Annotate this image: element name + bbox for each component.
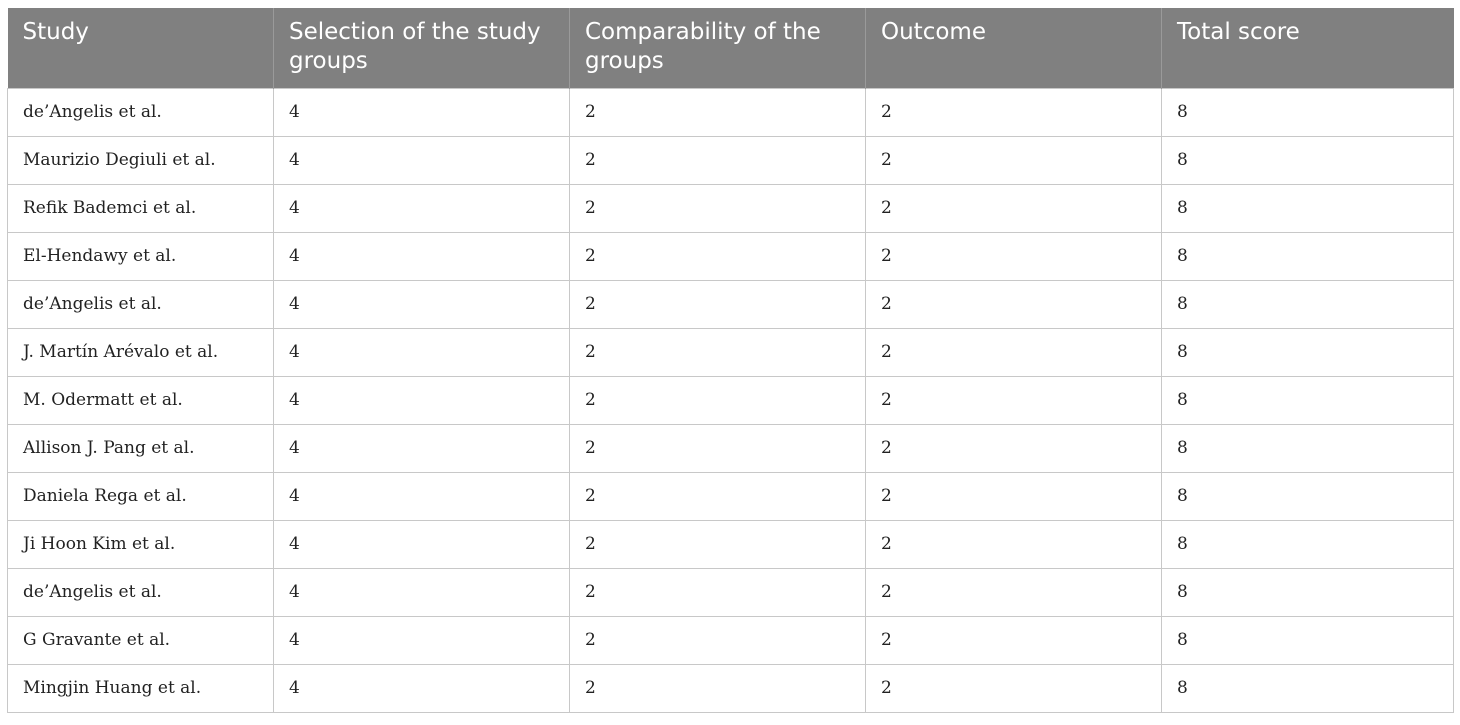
cell-comparability: 2	[569, 663, 866, 713]
cell-comparability: 2	[569, 423, 866, 473]
cell-outcome: 2	[865, 231, 1162, 281]
cell-selection: 4	[273, 231, 570, 281]
cell-total-score: 8	[1161, 471, 1454, 521]
cell-study: Refik Bademci et al.	[7, 183, 274, 233]
cell-comparability: 2	[569, 519, 866, 569]
cell-comparability: 2	[569, 471, 866, 521]
cell-study: M. Odermatt et al.	[7, 375, 274, 425]
cell-study: de’Angelis et al.	[7, 87, 274, 137]
table-row: Ji Hoon Kim et al. 4 2 2 8	[7, 519, 1454, 569]
table-row: G Gravante et al. 4 2 2 8	[7, 615, 1454, 665]
cell-study: de’Angelis et al.	[7, 279, 274, 329]
cell-comparability: 2	[569, 327, 866, 377]
cell-selection: 4	[273, 663, 570, 713]
cell-total-score: 8	[1161, 87, 1454, 137]
cell-outcome: 2	[865, 327, 1162, 377]
column-header-study: Study	[7, 8, 274, 88]
cell-outcome: 2	[865, 423, 1162, 473]
cell-comparability: 2	[569, 615, 866, 665]
cell-comparability: 2	[569, 375, 866, 425]
cell-study: El-Hendawy et al.	[7, 231, 274, 281]
cell-selection: 4	[273, 135, 570, 185]
cell-study: de’Angelis et al.	[7, 567, 274, 617]
cell-selection: 4	[273, 567, 570, 617]
cell-study: Daniela Rega et al.	[7, 471, 274, 521]
column-header-total-score: Total score	[1161, 8, 1454, 88]
cell-total-score: 8	[1161, 663, 1454, 713]
cell-total-score: 8	[1161, 567, 1454, 617]
cell-total-score: 8	[1161, 615, 1454, 665]
cell-study: Maurizio Degiuli et al.	[7, 135, 274, 185]
table-row: Refik Bademci et al. 4 2 2 8	[7, 183, 1454, 233]
table-row: de’Angelis et al. 4 2 2 8	[7, 567, 1454, 617]
table-header: Study Selection of the study groups Comp…	[7, 8, 1454, 88]
study-quality-table: Study Selection of the study groups Comp…	[7, 8, 1454, 713]
cell-comparability: 2	[569, 567, 866, 617]
table-row: Allison J. Pang et al. 4 2 2 8	[7, 423, 1454, 473]
cell-total-score: 8	[1161, 423, 1454, 473]
cell-total-score: 8	[1161, 279, 1454, 329]
cell-selection: 4	[273, 87, 570, 137]
cell-study: G Gravante et al.	[7, 615, 274, 665]
table-row: El-Hendawy et al. 4 2 2 8	[7, 231, 1454, 281]
table-row: J. Martín Arévalo et al. 4 2 2 8	[7, 327, 1454, 377]
cell-selection: 4	[273, 327, 570, 377]
cell-total-score: 8	[1161, 135, 1454, 185]
header-row: Study Selection of the study groups Comp…	[7, 8, 1454, 88]
cell-outcome: 2	[865, 471, 1162, 521]
table-row: Maurizio Degiuli et al. 4 2 2 8	[7, 135, 1454, 185]
cell-outcome: 2	[865, 135, 1162, 185]
column-header-outcome: Outcome	[865, 8, 1162, 88]
cell-total-score: 8	[1161, 375, 1454, 425]
cell-total-score: 8	[1161, 231, 1454, 281]
cell-study: J. Martín Arévalo et al.	[7, 327, 274, 377]
table-row: Mingjin Huang et al. 4 2 2 8	[7, 663, 1454, 713]
cell-study: Allison J. Pang et al.	[7, 423, 274, 473]
cell-selection: 4	[273, 279, 570, 329]
cell-comparability: 2	[569, 183, 866, 233]
study-quality-table-container: Study Selection of the study groups Comp…	[7, 8, 1454, 713]
cell-total-score: 8	[1161, 519, 1454, 569]
cell-selection: 4	[273, 615, 570, 665]
cell-comparability: 2	[569, 231, 866, 281]
cell-total-score: 8	[1161, 183, 1454, 233]
cell-outcome: 2	[865, 519, 1162, 569]
cell-comparability: 2	[569, 135, 866, 185]
table-row: Daniela Rega et al. 4 2 2 8	[7, 471, 1454, 521]
cell-outcome: 2	[865, 663, 1162, 713]
cell-outcome: 2	[865, 87, 1162, 137]
table-row: de’Angelis et al. 4 2 2 8	[7, 279, 1454, 329]
cell-selection: 4	[273, 375, 570, 425]
cell-selection: 4	[273, 519, 570, 569]
cell-study: Ji Hoon Kim et al.	[7, 519, 274, 569]
cell-selection: 4	[273, 471, 570, 521]
cell-outcome: 2	[865, 183, 1162, 233]
cell-outcome: 2	[865, 375, 1162, 425]
cell-comparability: 2	[569, 87, 866, 137]
cell-outcome: 2	[865, 615, 1162, 665]
cell-outcome: 2	[865, 567, 1162, 617]
cell-selection: 4	[273, 183, 570, 233]
column-header-comparability: Comparability of the groups	[569, 8, 866, 88]
cell-comparability: 2	[569, 279, 866, 329]
column-header-selection: Selection of the study groups	[273, 8, 570, 88]
cell-study: Mingjin Huang et al.	[7, 663, 274, 713]
cell-selection: 4	[273, 423, 570, 473]
table-row: M. Odermatt et al. 4 2 2 8	[7, 375, 1454, 425]
table-body: de’Angelis et al. 4 2 2 8 Maurizio Degiu…	[7, 87, 1454, 713]
cell-total-score: 8	[1161, 327, 1454, 377]
cell-outcome: 2	[865, 279, 1162, 329]
table-row: de’Angelis et al. 4 2 2 8	[7, 87, 1454, 137]
